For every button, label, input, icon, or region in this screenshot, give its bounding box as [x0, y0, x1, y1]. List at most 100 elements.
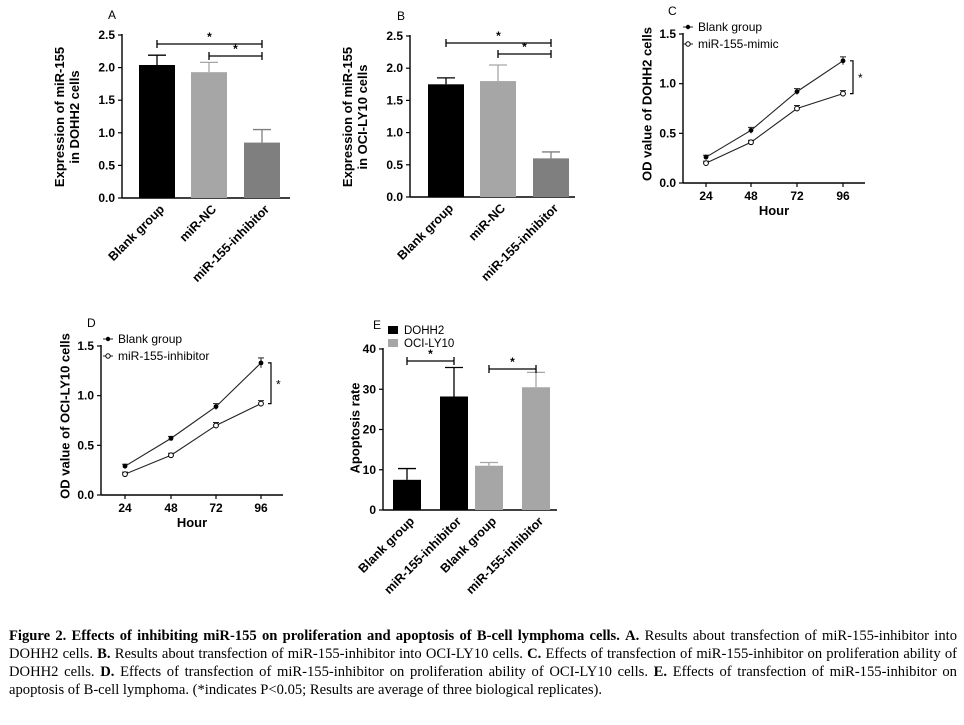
panel-e-y-axis-label: Apoptosis rate	[347, 382, 362, 473]
figure-caption: Figure 2. Effects of inhibiting miR-155 …	[9, 627, 957, 699]
panel-c-line-chart: 0.0 0.5 1.0 1.5 OD value of DOHH2 cells 24 48 7…	[639, 4, 865, 218]
caption-part-e-letter: E.	[653, 664, 668, 680]
panel-d-point	[213, 404, 219, 409]
caption-part-a-text: Results about transfection of miR-155-in…	[9, 628, 957, 662]
panel-e-letter: E	[373, 318, 381, 332]
caption-part-b-letter: B.	[97, 646, 111, 662]
panel-a-category-label: miR-NC	[177, 202, 219, 244]
panel-c-significance-label: *	[858, 71, 863, 85]
panel-e-bar	[522, 387, 550, 510]
panel-b-y-tick-label: 1.5	[386, 93, 403, 107]
caption-part-a-letter: A.	[625, 628, 640, 644]
panel-b-y-tick-label: 0.0	[386, 190, 403, 204]
panel-d-x-tick-label: 48	[164, 501, 178, 515]
panel-d-significance-bracket	[268, 362, 272, 405]
panel-a-y-tick-label: 2.0	[98, 61, 115, 75]
panel-c-legend-marker	[685, 41, 691, 47]
panel-a-y-tick-label: 2.5	[98, 28, 115, 42]
panel-c-point	[748, 139, 754, 146]
caption-part-b-text: Results about transfection of miR-155-in…	[114, 646, 523, 662]
panel-e-y-tick-label: 20	[363, 423, 377, 437]
panel-c-point	[703, 160, 709, 167]
panel-b-bar	[533, 158, 569, 197]
panel-c-point	[840, 58, 846, 64]
caption-part-e-text: Effects of transfection of miR-155-inhib…	[9, 664, 957, 698]
caption-part-d-text: Effects of transfection of miR-155-inhib…	[120, 664, 648, 680]
panel-d-point	[168, 435, 174, 441]
panel-b-significance-label: *	[496, 29, 501, 43]
panel-c-point	[840, 90, 846, 97]
panel-a-y-axis-label: in DOHH2 cells	[67, 70, 82, 163]
panel-a-bar	[191, 72, 227, 198]
panel-b-bar	[428, 84, 464, 197]
panel-c-x-tick-label: 48	[744, 189, 758, 203]
panel-d-x-tick-label: 96	[254, 501, 268, 515]
panel-a-significance-label: *	[233, 42, 238, 56]
panel-d-y-axis-label: OD value of OCI-LY10 cells	[57, 333, 72, 499]
panel-c-significance-bracket	[850, 60, 854, 95]
panel-e-bar	[475, 465, 503, 510]
panel-d-legend-marker	[105, 336, 111, 342]
panel-d-point	[258, 360, 264, 366]
panel-a-bar	[139, 64, 175, 198]
panel-d-y-tick-label: 1.5	[77, 339, 94, 353]
panel-e-significance-label: *	[510, 355, 515, 369]
panel-b-y-tick-label: 2.5	[386, 29, 403, 43]
panel-b-y-axis-label: in OCI-LY10 cells	[355, 64, 370, 169]
panel-d-x-tick-label: 24	[118, 501, 132, 515]
panel-b-y-axis-label: Expression of miR-155	[340, 47, 355, 187]
panel-d-significance-label: *	[276, 377, 281, 391]
panel-c-point	[794, 105, 800, 112]
panel-d-point	[168, 452, 174, 459]
panel-c-y-tick-label: 1.0	[659, 77, 676, 91]
panel-c-y-tick-label: 1.5	[659, 27, 676, 41]
panel-d-legend-marker	[105, 353, 111, 359]
panel-a-bar-chart: 0.0 0.5 1.0 1.5 2.0 2.5 Expression of miR-155 i…	[52, 8, 290, 285]
panel-a-significance-label: *	[207, 30, 212, 44]
panel-c-point	[703, 154, 709, 160]
panel-b-category-label: Blank group	[395, 201, 457, 263]
panel-e-legend-swatch	[388, 326, 398, 334]
panel-a-bar	[244, 142, 280, 198]
panel-d-point	[122, 463, 128, 469]
panel-e-y-tick-label: 0	[369, 503, 376, 517]
panel-d-line-chart: 0.0 0.5 1.0 1.5 OD value of OCI-LY10 cells 24…	[57, 316, 283, 530]
panel-c-y-tick-label: 0.0	[659, 176, 676, 190]
panel-d-legend-label: Blank group	[118, 332, 182, 346]
caption-part-c-letter: C.	[527, 646, 542, 662]
panel-c-letter: C	[668, 4, 677, 18]
panel-a-letter: A	[108, 8, 116, 22]
panel-a-y-tick-label: 0.0	[98, 191, 115, 205]
panel-c-x-tick-label: 72	[790, 189, 804, 203]
panel-d-point	[258, 400, 264, 407]
panel-e-significance-label: *	[428, 347, 433, 361]
panel-a-y-tick-label: 1.5	[98, 93, 115, 107]
panel-b-y-tick-label: 2.0	[386, 61, 403, 75]
panel-e-legend-label: OCI-LY10	[404, 338, 454, 350]
panel-c-y-axis-label: OD value of DOHH2 cells	[639, 27, 654, 181]
panel-b-letter: B	[397, 9, 405, 23]
panel-a-y-tick-label: 1.0	[98, 126, 115, 140]
panel-e-bar	[440, 396, 468, 510]
panel-d-y-tick-label: 1.0	[77, 389, 94, 403]
panel-d-series-line	[124, 362, 262, 467]
panel-d-legend-label: miR-155-inhibitor	[118, 349, 209, 363]
panel-d-y-tick-label: 0.0	[77, 488, 94, 502]
panel-e-y-tick-label: 40	[363, 342, 377, 356]
caption-part-c-text: Effects of transfection of miR-155-inhib…	[9, 646, 957, 680]
panel-d-point	[122, 471, 128, 478]
panel-c-x-axis-label: Hour	[759, 203, 789, 218]
panel-c-point	[748, 127, 754, 133]
panel-d-x-axis-label: Hour	[177, 515, 207, 530]
panel-a-y-axis-label: Expression of miR-155	[52, 47, 67, 187]
panel-c-legend-label: Blank group	[698, 20, 762, 34]
panel-d-letter: D	[87, 316, 96, 330]
panel-d-y-tick-label: 0.5	[77, 438, 94, 452]
caption-title: Figure 2. Effects of inhibiting miR-155 …	[9, 628, 620, 644]
panel-e-y-tick-label: 10	[363, 463, 377, 477]
panel-e-legend-label: DOHH2	[404, 325, 444, 337]
panel-d-series-line	[124, 403, 262, 475]
panel-a-category-label: Blank group	[106, 202, 168, 264]
